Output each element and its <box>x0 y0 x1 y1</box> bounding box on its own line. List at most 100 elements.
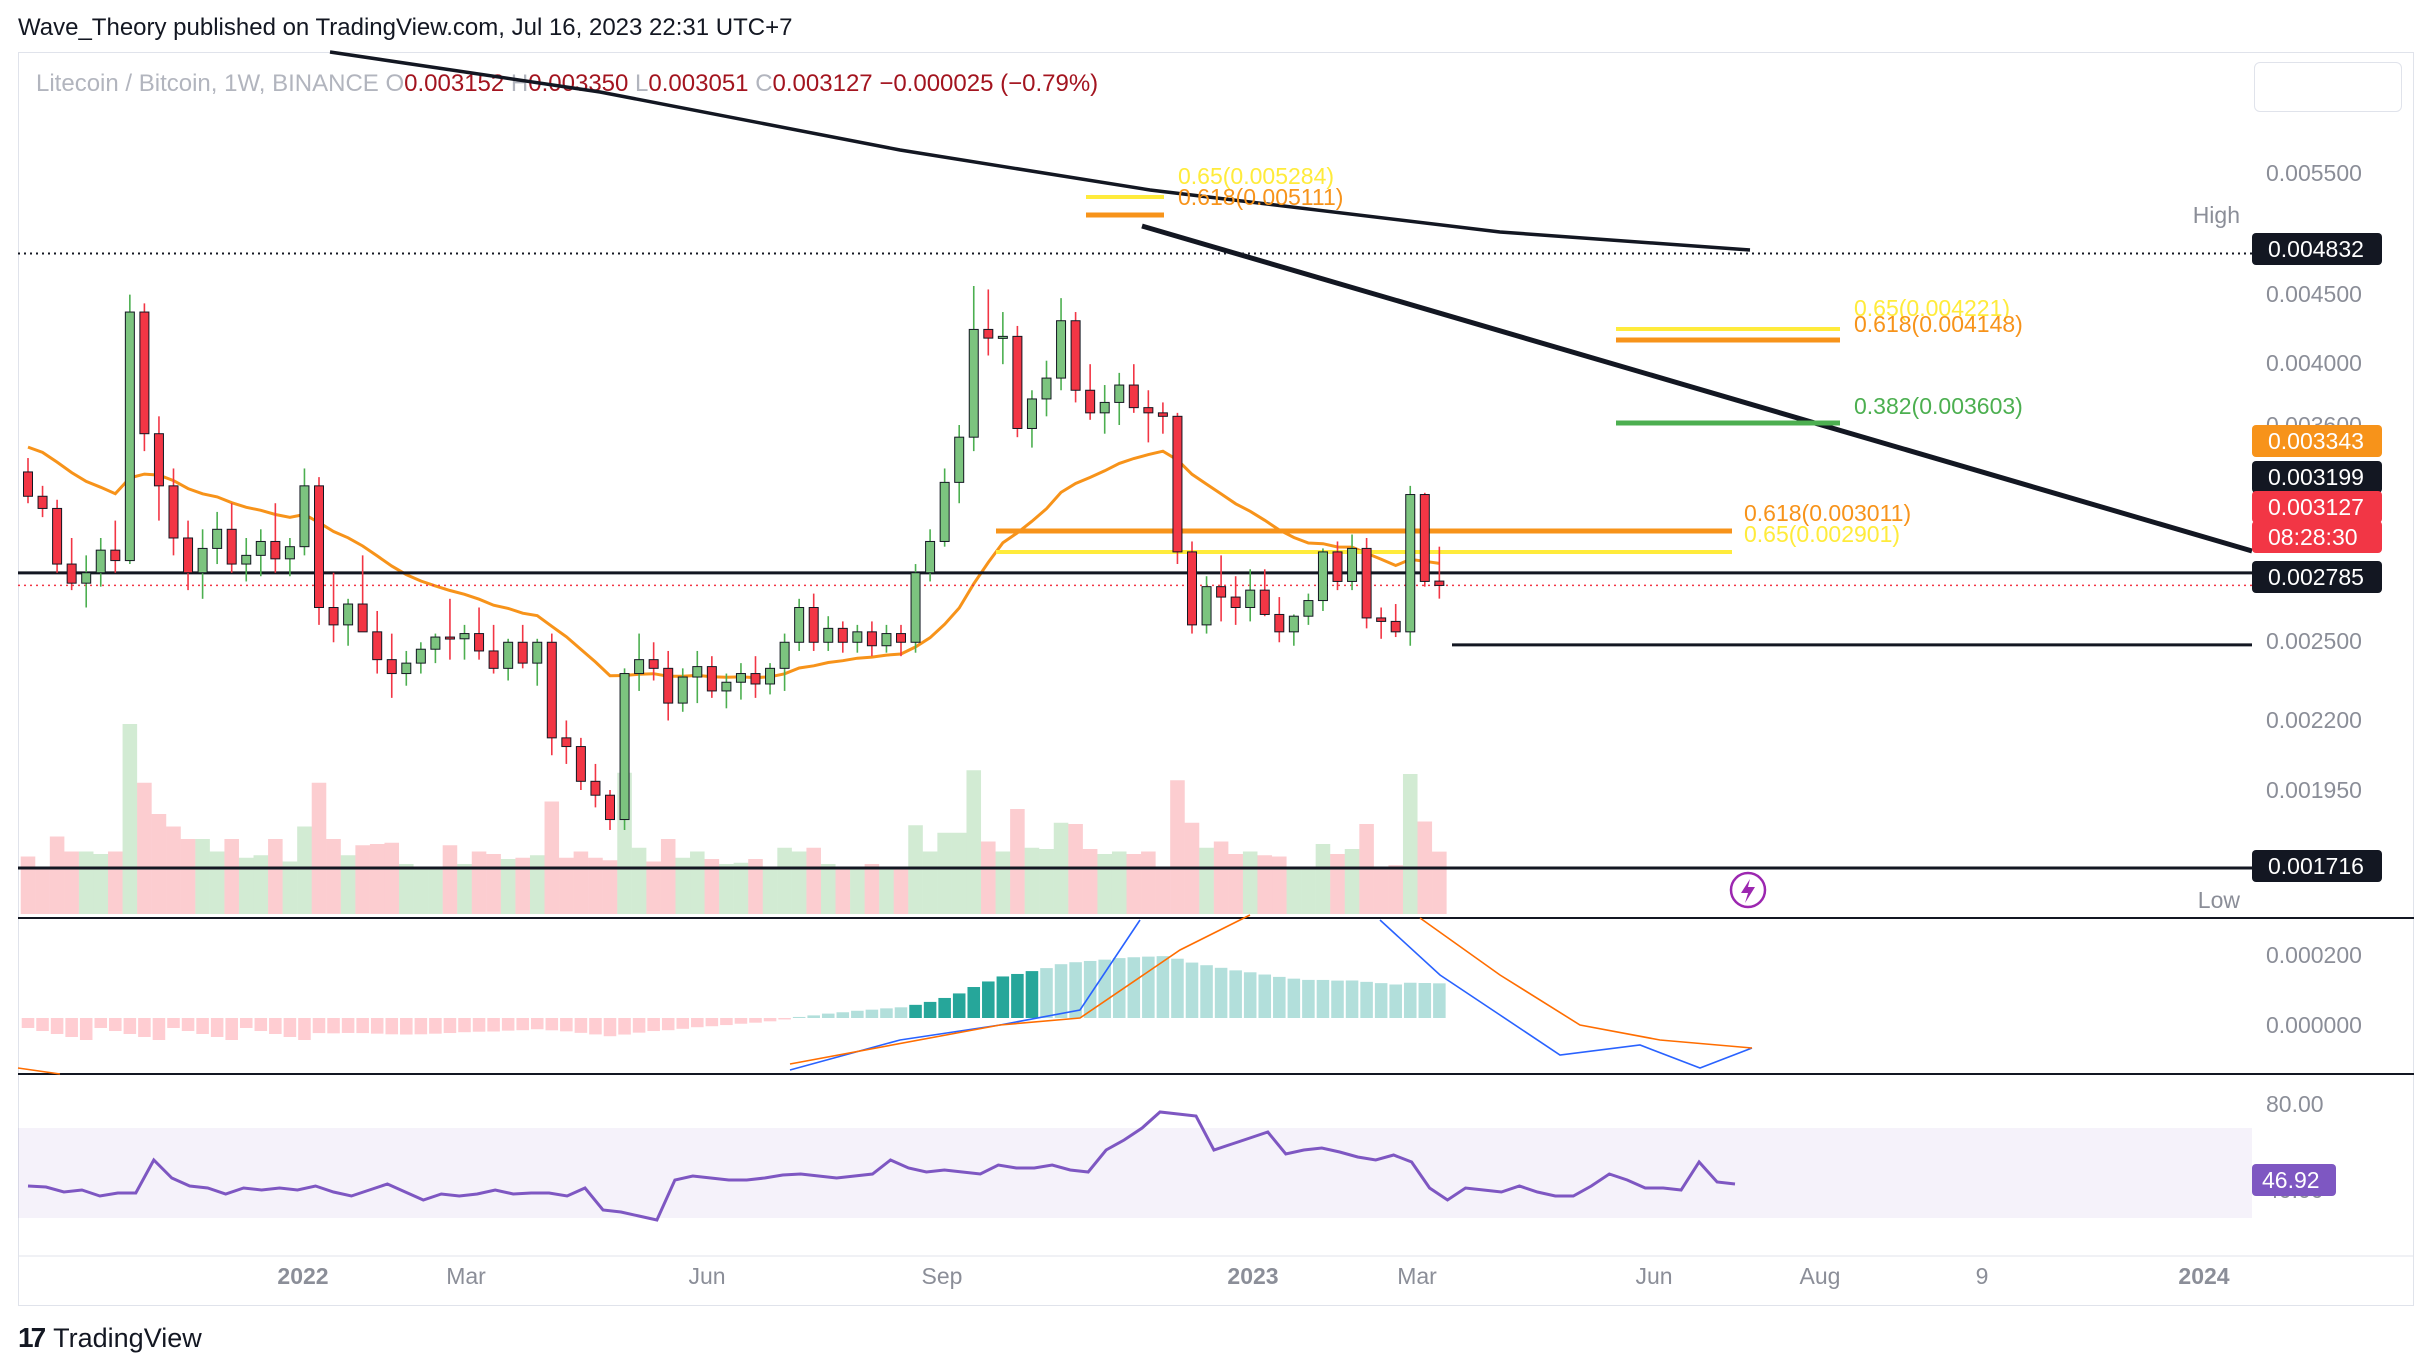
macd-histogram-bar <box>632 1018 646 1033</box>
macd-histogram-bar <box>1127 957 1141 1018</box>
volume-bar <box>675 857 691 914</box>
candle-body <box>663 667 674 704</box>
time-axis-label: 2022 <box>277 1263 328 1289</box>
macd-histogram-bar <box>50 1018 64 1034</box>
macd-histogram-bar <box>181 1018 195 1031</box>
volume-bar <box>108 851 123 914</box>
macd-histogram-bar <box>1098 959 1111 1018</box>
rsi-band <box>18 1128 2252 1218</box>
candle-body <box>328 607 339 626</box>
volume-bar <box>602 860 618 914</box>
candle-body <box>939 481 950 542</box>
volume-bar <box>850 869 865 914</box>
macd-histogram-bar <box>385 1018 399 1035</box>
volume-bar <box>428 867 443 914</box>
candle-body <box>357 603 368 633</box>
macd-histogram-bar <box>1418 983 1432 1018</box>
volume-bar <box>1141 851 1156 914</box>
volume-layer <box>20 724 1447 914</box>
macd-histogram-bar <box>1389 984 1402 1018</box>
volume-bar <box>631 847 647 914</box>
candle-body <box>997 335 1008 339</box>
tradingview-footer[interactable]: 17 TradingView <box>18 1322 202 1354</box>
macd-histogram-bar <box>516 1018 529 1031</box>
volume-bar <box>224 839 239 914</box>
macd-histogram-bar <box>952 993 966 1018</box>
macd-histogram-bar <box>676 1018 690 1029</box>
candle-body <box>837 627 848 643</box>
candle-body <box>1157 412 1168 417</box>
volume-bar <box>151 814 167 914</box>
candle-body <box>779 641 790 669</box>
candle-body <box>1041 377 1052 400</box>
volume-bar <box>515 857 530 914</box>
macd-histogram-bar <box>574 1018 588 1033</box>
macd-histogram-bar <box>283 1018 297 1037</box>
volume-bar <box>486 854 501 914</box>
macd-histogram-bar <box>487 1018 500 1032</box>
candle-body <box>677 676 688 704</box>
candle-body <box>299 485 310 548</box>
candle-body <box>1012 335 1023 429</box>
candle-body <box>823 627 834 643</box>
rsi-value-text: 46.92 <box>2262 1167 2320 1193</box>
macd-histogram-bar <box>1156 956 1170 1018</box>
candle-body <box>721 681 732 692</box>
price-tag-value: 0.001716 <box>2268 887 2364 913</box>
volume-bar <box>500 859 516 914</box>
macd-histogram-bar <box>589 1018 602 1035</box>
candle-body <box>896 633 906 643</box>
macd-histogram-bar <box>1360 981 1373 1018</box>
macd-histogram-bar <box>909 1004 922 1018</box>
macd-histogram-bar <box>1243 972 1257 1018</box>
candle-body <box>692 666 703 678</box>
open-label: O <box>385 70 405 97</box>
volume-bar <box>529 855 545 914</box>
macd-histogram-bar <box>443 1018 457 1034</box>
volume-bar <box>893 866 909 914</box>
candle-body <box>1114 384 1125 403</box>
macd-histogram-bar <box>1025 971 1039 1018</box>
candle-body <box>197 547 208 574</box>
low-value: 0.003051 <box>648 70 749 97</box>
candle-body <box>808 607 819 643</box>
volume-bar <box>995 851 1011 914</box>
macd-histogram-bar <box>400 1018 413 1035</box>
macd-histogram-bar <box>429 1018 442 1034</box>
fib-label-mid-0382: 0.382(0.003603) <box>1854 393 2023 419</box>
macd-histogram-bar <box>1171 958 1184 1018</box>
symbol-name: Litecoin / Bitcoin, 1W, BINANCE <box>36 70 379 97</box>
candle-body <box>852 631 863 643</box>
candle-body <box>866 631 877 647</box>
macd-histogram-bar <box>1069 962 1082 1018</box>
volume-bar <box>1155 866 1171 914</box>
price-tag-bg <box>2252 850 2382 882</box>
time-axis-label: 2023 <box>1227 1263 1278 1289</box>
volume-bar <box>981 841 996 914</box>
volume-bar <box>180 839 196 914</box>
candle-body <box>910 572 921 643</box>
macd-histogram-bar <box>138 1018 151 1037</box>
volume-bar <box>559 857 574 914</box>
macd-histogram-bar <box>1142 956 1155 1018</box>
price-tag-value: 0.002785 <box>2268 564 2364 590</box>
volume-bar <box>471 851 487 914</box>
candle-body <box>1099 401 1110 414</box>
volume-bar <box>355 845 370 914</box>
volume-bar <box>1126 854 1142 914</box>
volume-bar <box>719 864 734 914</box>
volume-bar <box>1301 866 1316 914</box>
price-tag-bg <box>2252 521 2382 553</box>
candle-body <box>1376 617 1387 622</box>
macd-histogram-bar <box>720 1018 733 1026</box>
candle-body <box>95 549 106 574</box>
candle-body <box>124 311 135 562</box>
price-tag-bg <box>2252 199 2382 231</box>
candle-body <box>284 546 295 560</box>
macd-histogram-bar <box>763 1018 777 1022</box>
chart-settings-box[interactable] <box>2254 62 2402 112</box>
macd-histogram-bar <box>691 1018 704 1028</box>
volume-bar <box>64 851 79 914</box>
macd-histogram-bar <box>1273 976 1286 1018</box>
